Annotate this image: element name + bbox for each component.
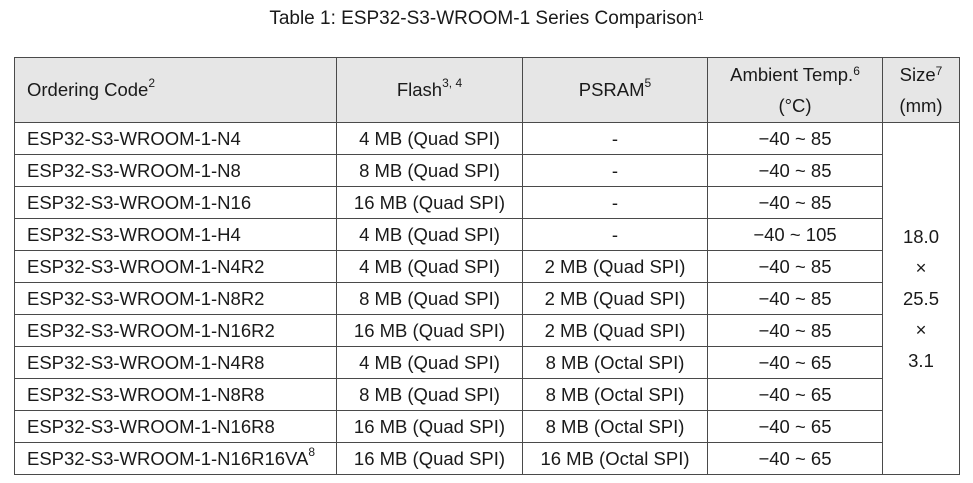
table-row: ESP32-S3-WROOM-1-N16 16 MB (Quad SPI) - −40…	[14, 186, 960, 219]
cell-ambient-temp: −40 ~ 85	[707, 282, 883, 315]
size-line: 18.0	[902, 226, 939, 247]
cell-ambient-temp: −40 ~ 85	[707, 186, 883, 219]
cell-psram: 16 MB (Octal SPI)	[522, 442, 708, 475]
cell-flash: 8 MB (Quad SPI)	[336, 282, 523, 315]
cell-ambient-temp: −40 ~ 65	[707, 378, 883, 411]
cell-ordering-code: ESP32-S3-WROOM-1-N16R2	[14, 314, 337, 347]
cell-psram: 2 MB (Quad SPI)	[522, 250, 708, 283]
cell-psram: 8 MB (Octal SPI)	[522, 346, 708, 379]
table-row: ESP32-S3-WROOM-1-N16R8 16 MB (Quad SPI) 8 …	[14, 410, 960, 443]
size-line: ×	[915, 319, 927, 340]
table-row: ESP32-S3-WROOM-1-N4R8 4 MB (Quad SPI) 8 MB…	[14, 346, 960, 379]
cell-psram: -	[522, 186, 708, 219]
cell-psram: 8 MB (Octal SPI)	[522, 378, 708, 411]
cell-flash: 8 MB (Quad SPI)	[336, 154, 523, 187]
table-row: ESP32-S3-WROOM-1-N8R8 8 MB (Quad SPI) 8 MB…	[14, 378, 960, 411]
cell-ordering-code: ESP32-S3-WROOM-1-N4	[14, 122, 337, 155]
table-row: ESP32-S3-WROOM-1-N16R16VA8 16 MB (Quad SP…	[14, 442, 960, 475]
cell-ambient-temp: −40 ~ 85	[707, 314, 883, 347]
cell-flash: 4 MB (Quad SPI)	[336, 122, 523, 155]
cell-flash: 16 MB (Quad SPI)	[336, 314, 523, 347]
cell-flash: 4 MB (Quad SPI)	[336, 250, 523, 283]
cell-flash: 4 MB (Quad SPI)	[336, 346, 523, 379]
header-ordering-code: Ordering Code2	[14, 57, 337, 123]
cell-flash: 16 MB (Quad SPI)	[336, 442, 523, 475]
table-caption: Table 1: ESP32-S3-WROOM-1 Series Compari…	[0, 6, 973, 32]
cell-flash: 4 MB (Quad SPI)	[336, 218, 523, 251]
cell-ambient-temp: −40 ~ 65	[707, 442, 883, 475]
cell-size: 18.0 × 25.5 × 3.1	[882, 122, 960, 475]
comparison-table: Ordering Code2 Flash3, 4 PSRAM5 Ambient …	[14, 57, 960, 475]
cell-ordering-code: ESP32-S3-WROOM-1-N4R2	[14, 250, 337, 283]
cell-psram: -	[522, 154, 708, 187]
header-flash: Flash3, 4	[336, 57, 523, 123]
cell-ambient-temp: −40 ~ 65	[707, 346, 883, 379]
table-row: ESP32-S3-WROOM-1-H4 4 MB (Quad SPI) - −40 ~…	[14, 218, 960, 251]
cell-ordering-code: ESP32-S3-WROOM-1-N4R8	[14, 346, 337, 379]
cell-psram: 2 MB (Quad SPI)	[522, 282, 708, 315]
cell-ambient-temp: −40 ~ 85	[707, 250, 883, 283]
cell-psram: 2 MB (Quad SPI)	[522, 314, 708, 347]
header-psram: PSRAM5	[522, 57, 708, 123]
cell-ambient-temp: −40 ~ 65	[707, 410, 883, 443]
cell-ordering-code: ESP32-S3-WROOM-1-N8	[14, 154, 337, 187]
size-line: 3.1	[908, 350, 934, 371]
size-line: ×	[915, 257, 927, 278]
header-row: Ordering Code2 Flash3, 4 PSRAM5 Ambient …	[14, 57, 960, 123]
cell-ambient-temp: −40 ~ 85	[707, 154, 883, 187]
cell-flash: 16 MB (Quad SPI)	[336, 186, 523, 219]
size-line: 25.5	[902, 288, 939, 309]
cell-ordering-code: ESP32-S3-WROOM-1-N8R2	[14, 282, 337, 315]
cell-psram: -	[522, 218, 708, 251]
cell-ambient-temp: −40 ~ 105	[707, 218, 883, 251]
cell-ordering-code: ESP32-S3-WROOM-1-N8R8	[14, 378, 337, 411]
cell-ordering-code: ESP32-S3-WROOM-1-H4	[14, 218, 337, 251]
cell-ordering-code: ESP32-S3-WROOM-1-N16R8	[14, 410, 337, 443]
cell-psram: 8 MB (Octal SPI)	[522, 410, 708, 443]
cell-flash: 8 MB (Quad SPI)	[336, 378, 523, 411]
table-row: ESP32-S3-WROOM-1-N4 4 MB (Quad SPI) - −40 ~…	[14, 122, 960, 475]
header-ambient-temp: Ambient Temp.6 (°C)	[707, 57, 883, 123]
table-row: ESP32-S3-WROOM-1-N4R2 4 MB (Quad SPI) 2 MB…	[14, 250, 960, 283]
table-row: ESP32-S3-WROOM-1-N8R2 8 MB (Quad SPI) 2 MB…	[14, 282, 960, 315]
cell-ordering-code: ESP32-S3-WROOM-1-N16	[14, 186, 337, 219]
header-size: Size7 (mm)	[882, 57, 960, 123]
caption-text: Table 1: ESP32-S3-WROOM-1 Series Compari…	[269, 8, 697, 29]
cell-ordering-code: ESP32-S3-WROOM-1-N16R16VA8	[14, 442, 337, 475]
cell-flash: 16 MB (Quad SPI)	[336, 410, 523, 443]
cell-ambient-temp: −40 ~ 85	[707, 122, 883, 155]
cell-psram: -	[522, 122, 708, 155]
table-row: ESP32-S3-WROOM-1-N16R2 16 MB (Quad SPI) 2 …	[14, 314, 960, 347]
table-row: ESP32-S3-WROOM-1-N8 8 MB (Quad SPI) - −40 ~…	[14, 154, 960, 187]
caption-footnote: 1	[696, 9, 704, 23]
